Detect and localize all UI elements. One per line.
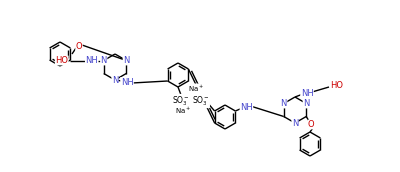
Text: SO$_3^-$: SO$_3^-$	[172, 94, 190, 108]
Text: HO: HO	[330, 80, 344, 89]
Text: O: O	[308, 120, 314, 129]
Text: NH: NH	[301, 89, 313, 98]
Text: O: O	[76, 41, 82, 51]
Text: NH: NH	[85, 56, 98, 65]
Text: N: N	[123, 56, 130, 65]
Text: N: N	[112, 76, 118, 84]
Text: N: N	[303, 99, 310, 108]
Text: NH: NH	[240, 103, 253, 111]
Text: Na$^+$: Na$^+$	[188, 84, 204, 94]
Text: HO: HO	[55, 56, 68, 65]
Text: N: N	[292, 119, 298, 127]
Text: SO$_3^-$: SO$_3^-$	[192, 94, 210, 108]
Text: N: N	[280, 99, 287, 108]
Text: NH: NH	[121, 78, 133, 87]
Text: N: N	[100, 56, 107, 65]
Text: Na$^+$: Na$^+$	[175, 106, 191, 116]
